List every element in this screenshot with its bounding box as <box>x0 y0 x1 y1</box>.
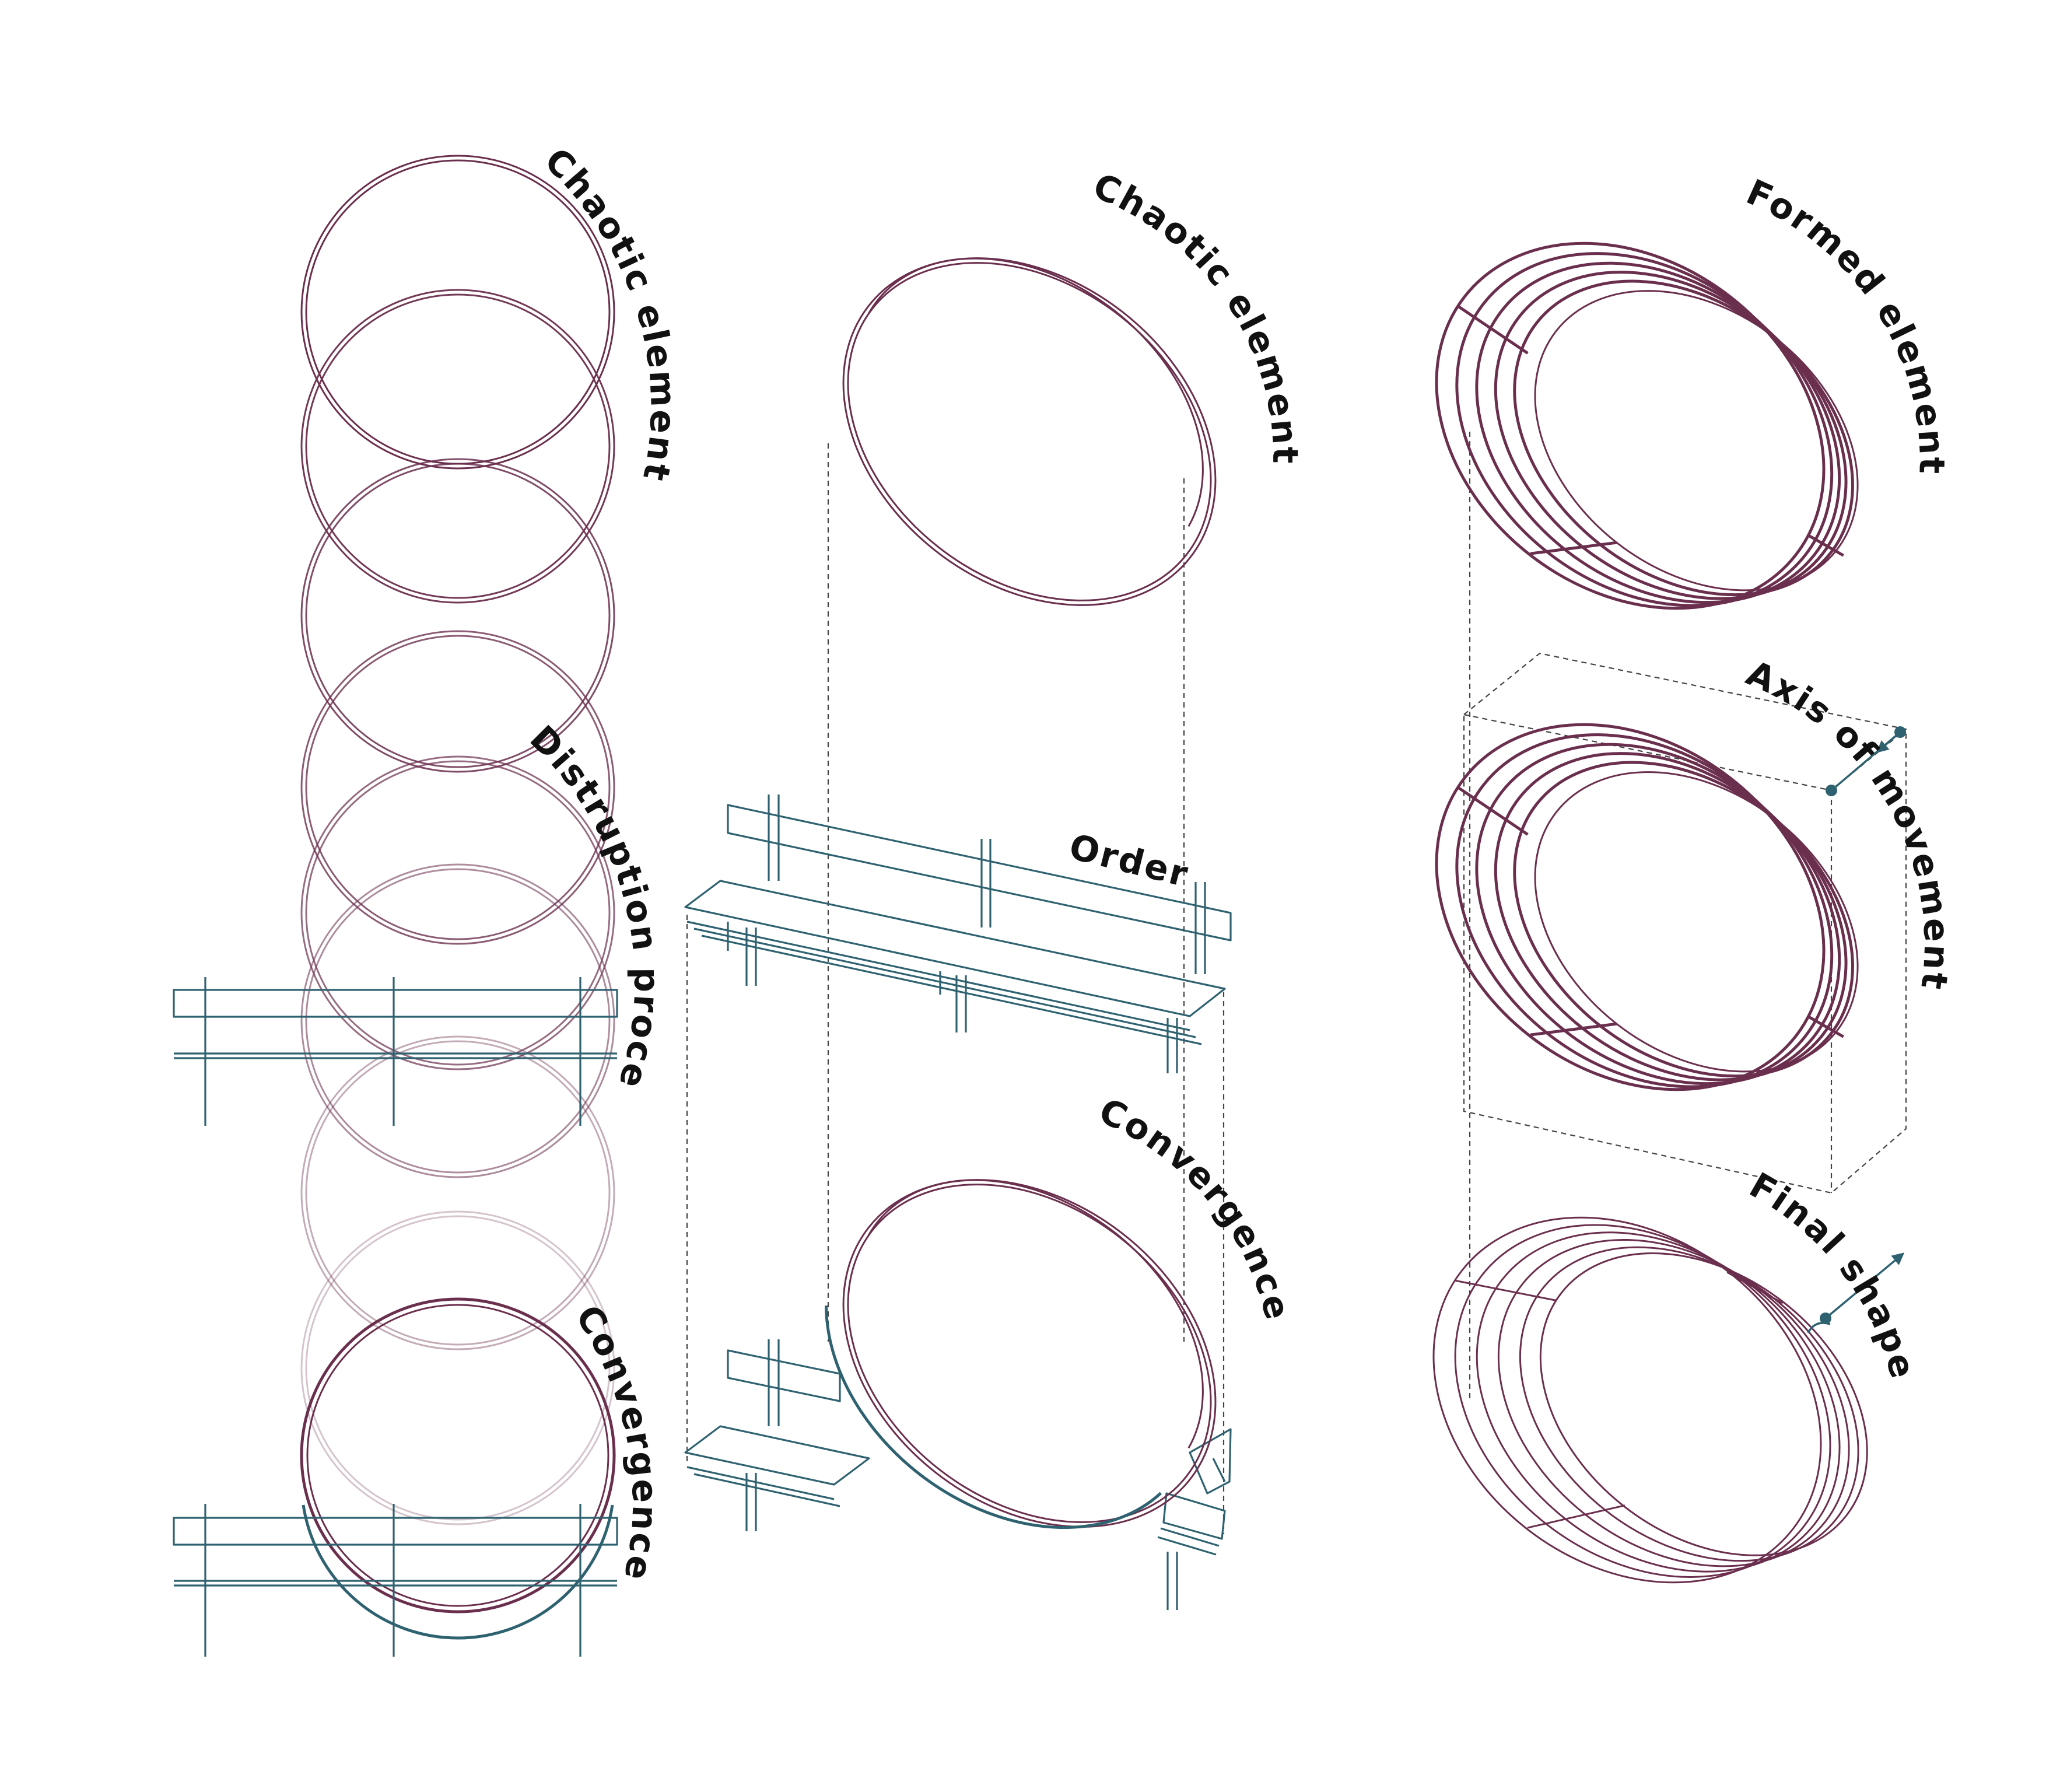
column-1-stacked-rings: Chaotic element Distruption process Conv… <box>0 0 682 1657</box>
guide-lines <box>686 443 1225 1534</box>
label-convergence-2: Convergence <box>1093 1090 1298 1325</box>
label-final-shape: Final shape <box>1743 1165 1924 1384</box>
cylinder-bottom <box>825 1179 1217 1530</box>
bench-bottom <box>173 1504 618 1657</box>
column-3-formed-element: Formed element Axis of movement Final sh… <box>1432 172 1957 1584</box>
axis-arrow-icon <box>1807 1252 1905 1334</box>
formed-element-top <box>1435 242 1859 610</box>
cylinder-top <box>842 257 1217 606</box>
label-axis-of-movement: Axis of movement <box>1740 653 1957 993</box>
column-2-cylinder-bench: Chaotic element Order Convergence <box>684 166 1304 1610</box>
final-ring <box>300 1297 616 1640</box>
final-shape <box>1432 1216 1868 1584</box>
bench-order <box>684 794 1232 1073</box>
ring-stack <box>300 155 616 1640</box>
formed-element-middle <box>1435 723 1859 1091</box>
bench-middle <box>173 977 618 1126</box>
axis-of-movement-marker <box>1826 726 1906 796</box>
label-order: Order <box>1065 827 1193 896</box>
bench-convergence <box>684 1339 1232 1610</box>
